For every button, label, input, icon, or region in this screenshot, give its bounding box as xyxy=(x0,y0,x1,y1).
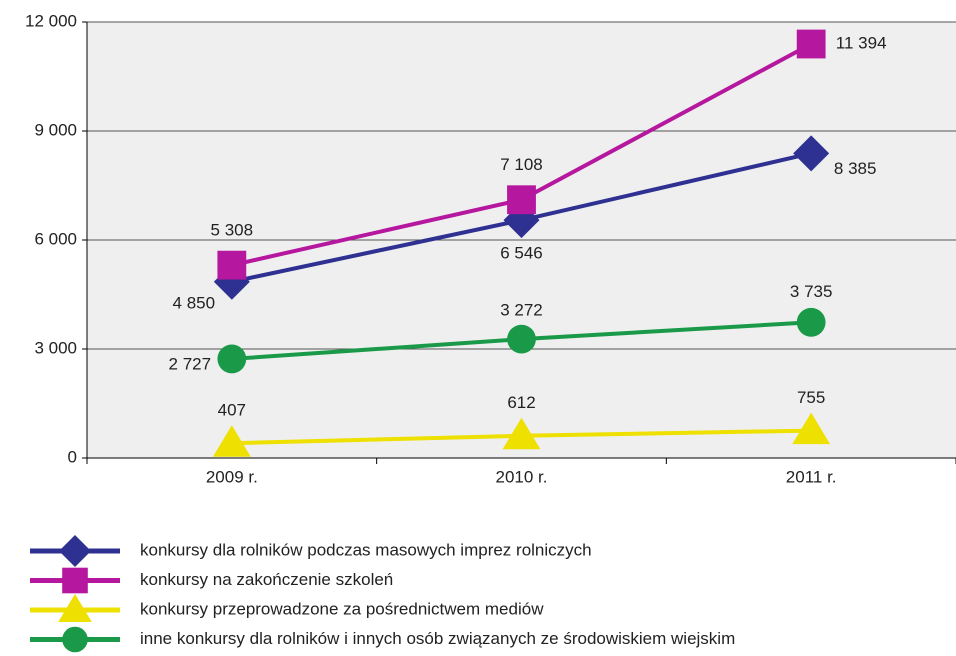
y-tick-label: 0 xyxy=(68,447,77,466)
data-label: 7 108 xyxy=(500,155,543,174)
marker xyxy=(507,324,536,354)
legend-label: konkursy dla rolników podczas masowych i… xyxy=(140,540,592,559)
x-tick-label: 2009 r. xyxy=(206,467,258,486)
data-label: 755 xyxy=(797,388,825,407)
marker xyxy=(792,412,831,445)
marker xyxy=(62,567,88,594)
marker xyxy=(796,29,826,59)
legend-label: inne konkursy dla rolników i innych osób… xyxy=(140,629,735,648)
marker xyxy=(58,594,92,622)
x-tick-label: 2010 r. xyxy=(496,467,548,486)
data-label: 6 546 xyxy=(500,244,543,263)
y-tick-label: 6 000 xyxy=(34,229,77,248)
data-label: 4 850 xyxy=(173,293,216,312)
legend-label: konkursy na zakończenie szkoleń xyxy=(140,570,393,589)
marker xyxy=(62,626,88,653)
marker xyxy=(507,185,536,215)
data-label: 2 727 xyxy=(169,354,212,373)
data-label: 11 394 xyxy=(836,34,887,53)
x-tick-label: 2011 r. xyxy=(786,467,837,486)
marker xyxy=(793,135,830,172)
marker xyxy=(59,535,91,567)
marker xyxy=(796,307,826,337)
data-label: 3 272 xyxy=(500,301,543,320)
data-label: 612 xyxy=(507,393,535,412)
y-tick-label: 12 000 xyxy=(25,11,77,30)
legend-label: konkursy przeprowadzone za pośrednictwem… xyxy=(140,599,544,618)
data-label: 407 xyxy=(218,401,246,420)
marker xyxy=(217,250,247,280)
y-tick-label: 9 000 xyxy=(34,120,77,139)
y-tick-label: 3 000 xyxy=(34,338,77,357)
marker xyxy=(212,425,251,457)
data-label: 5 308 xyxy=(211,221,254,240)
data-label: 8 385 xyxy=(834,159,877,178)
data-label: 3 735 xyxy=(790,282,833,301)
marker xyxy=(502,417,541,450)
marker xyxy=(217,344,247,374)
